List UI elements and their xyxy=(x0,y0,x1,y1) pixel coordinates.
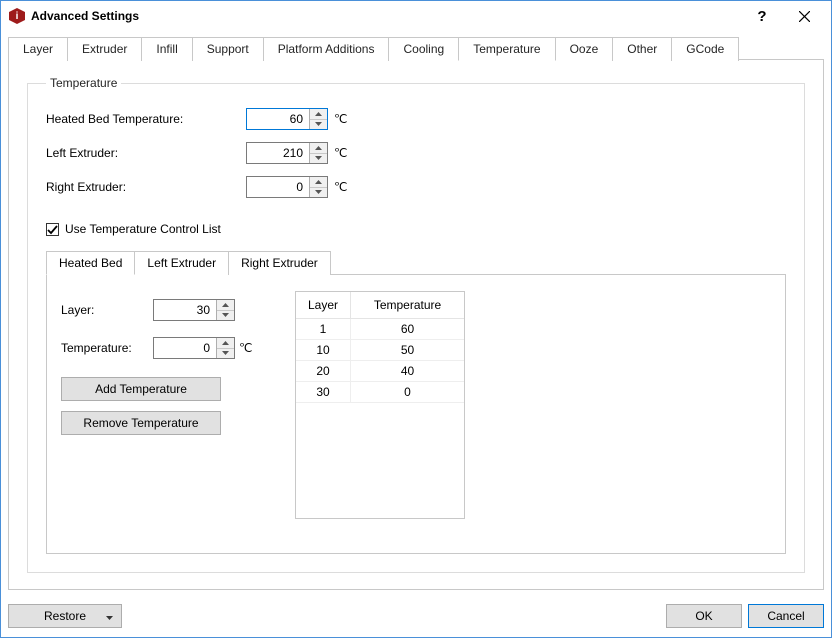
left-extruder-input[interactable] xyxy=(247,143,309,163)
tab-platform-additions[interactable]: Platform Additions xyxy=(263,37,390,61)
use-list-checkbox[interactable] xyxy=(46,223,59,236)
spin-down-icon[interactable] xyxy=(310,120,327,130)
left-extruder-label: Left Extruder: xyxy=(46,146,246,160)
sub-tab-heated-bed[interactable]: Heated Bed xyxy=(46,251,135,275)
table-row[interactable]: 160 xyxy=(296,319,464,340)
cell-temperature: 0 xyxy=(351,382,464,402)
temperature-legend: Temperature xyxy=(46,76,121,90)
check-icon xyxy=(47,224,58,235)
tab-extruder[interactable]: Extruder xyxy=(67,37,142,61)
tab-ooze[interactable]: Ooze xyxy=(555,37,614,61)
layer-spin[interactable] xyxy=(153,299,235,321)
cell-temperature: 40 xyxy=(351,361,464,381)
restore-label: Restore xyxy=(44,609,86,623)
remove-temperature-button[interactable]: Remove Temperature xyxy=(61,411,221,435)
cell-temperature: 50 xyxy=(351,340,464,360)
temp-input[interactable] xyxy=(154,338,216,358)
table-header-temperature: Temperature xyxy=(351,292,464,318)
title-bar: i Advanced Settings ? xyxy=(1,1,831,31)
cell-layer: 20 xyxy=(296,361,351,381)
spin-down-icon[interactable] xyxy=(217,349,234,359)
sub-tab-panel: Layer: Temperature: xyxy=(46,274,786,554)
spin-down-icon[interactable] xyxy=(310,154,327,164)
sub-tab-left-extruder[interactable]: Left Extruder xyxy=(134,251,229,275)
use-list-label: Use Temperature Control List xyxy=(65,222,221,236)
sub-tab-bar: Heated BedLeft ExtruderRight Extruder xyxy=(46,250,786,274)
unit-label: ℃ xyxy=(334,180,347,194)
control-list-table[interactable]: Layer Temperature 16010502040300 xyxy=(295,291,465,519)
tab-support[interactable]: Support xyxy=(192,37,264,61)
cell-layer: 1 xyxy=(296,319,351,339)
table-row[interactable]: 2040 xyxy=(296,361,464,382)
cell-temperature: 60 xyxy=(351,319,464,339)
close-button[interactable] xyxy=(782,2,827,30)
help-button[interactable]: ? xyxy=(742,2,782,30)
layer-label: Layer: xyxy=(61,303,153,317)
window-title: Advanced Settings xyxy=(31,9,139,23)
dialog-button-bar: Restore OK Cancel xyxy=(8,604,824,628)
main-tab-bar: LayerExtruderInfillSupportPlatform Addit… xyxy=(8,36,824,60)
spin-up-icon[interactable] xyxy=(310,109,327,120)
add-temperature-button[interactable]: Add Temperature xyxy=(61,377,221,401)
layer-input[interactable] xyxy=(154,300,216,320)
tab-gcode[interactable]: GCode xyxy=(671,37,739,61)
tab-infill[interactable]: Infill xyxy=(141,37,192,61)
table-row[interactable]: 1050 xyxy=(296,340,464,361)
cancel-button[interactable]: Cancel xyxy=(748,604,824,628)
right-extruder-label: Right Extruder: xyxy=(46,180,246,194)
right-extruder-input[interactable] xyxy=(247,177,309,197)
tab-cooling[interactable]: Cooling xyxy=(388,37,459,61)
spin-up-icon[interactable] xyxy=(217,338,234,349)
spin-down-icon[interactable] xyxy=(310,188,327,198)
unit-label: ℃ xyxy=(334,146,347,160)
temp-spin[interactable] xyxy=(153,337,235,359)
tab-panel-temperature: Temperature Heated Bed Temperature: ℃ Le… xyxy=(8,59,824,590)
table-row[interactable]: 300 xyxy=(296,382,464,403)
heated-bed-label: Heated Bed Temperature: xyxy=(46,112,246,126)
right-extruder-spin[interactable] xyxy=(246,176,328,198)
unit-label: ℃ xyxy=(239,341,252,355)
ok-button[interactable]: OK xyxy=(666,604,742,628)
temp-label: Temperature: xyxy=(61,341,153,355)
tab-other[interactable]: Other xyxy=(612,37,672,61)
tab-layer[interactable]: Layer xyxy=(8,37,68,61)
left-extruder-spin[interactable] xyxy=(246,142,328,164)
tab-temperature[interactable]: Temperature xyxy=(458,37,555,61)
spin-up-icon[interactable] xyxy=(310,177,327,188)
heated-bed-input[interactable] xyxy=(247,109,309,129)
sub-tab-right-extruder[interactable]: Right Extruder xyxy=(228,251,331,275)
spin-up-icon[interactable] xyxy=(310,143,327,154)
spin-down-icon[interactable] xyxy=(217,311,234,321)
restore-button[interactable]: Restore xyxy=(8,604,122,628)
table-header-layer: Layer xyxy=(296,292,351,318)
app-icon: i xyxy=(9,8,25,24)
unit-label: ℃ xyxy=(334,112,347,126)
dropdown-icon xyxy=(106,609,113,623)
cell-layer: 30 xyxy=(296,382,351,402)
temperature-fieldset: Temperature Heated Bed Temperature: ℃ Le… xyxy=(27,76,805,573)
close-icon xyxy=(799,11,810,22)
cell-layer: 10 xyxy=(296,340,351,360)
spin-up-icon[interactable] xyxy=(217,300,234,311)
heated-bed-spin[interactable] xyxy=(246,108,328,130)
